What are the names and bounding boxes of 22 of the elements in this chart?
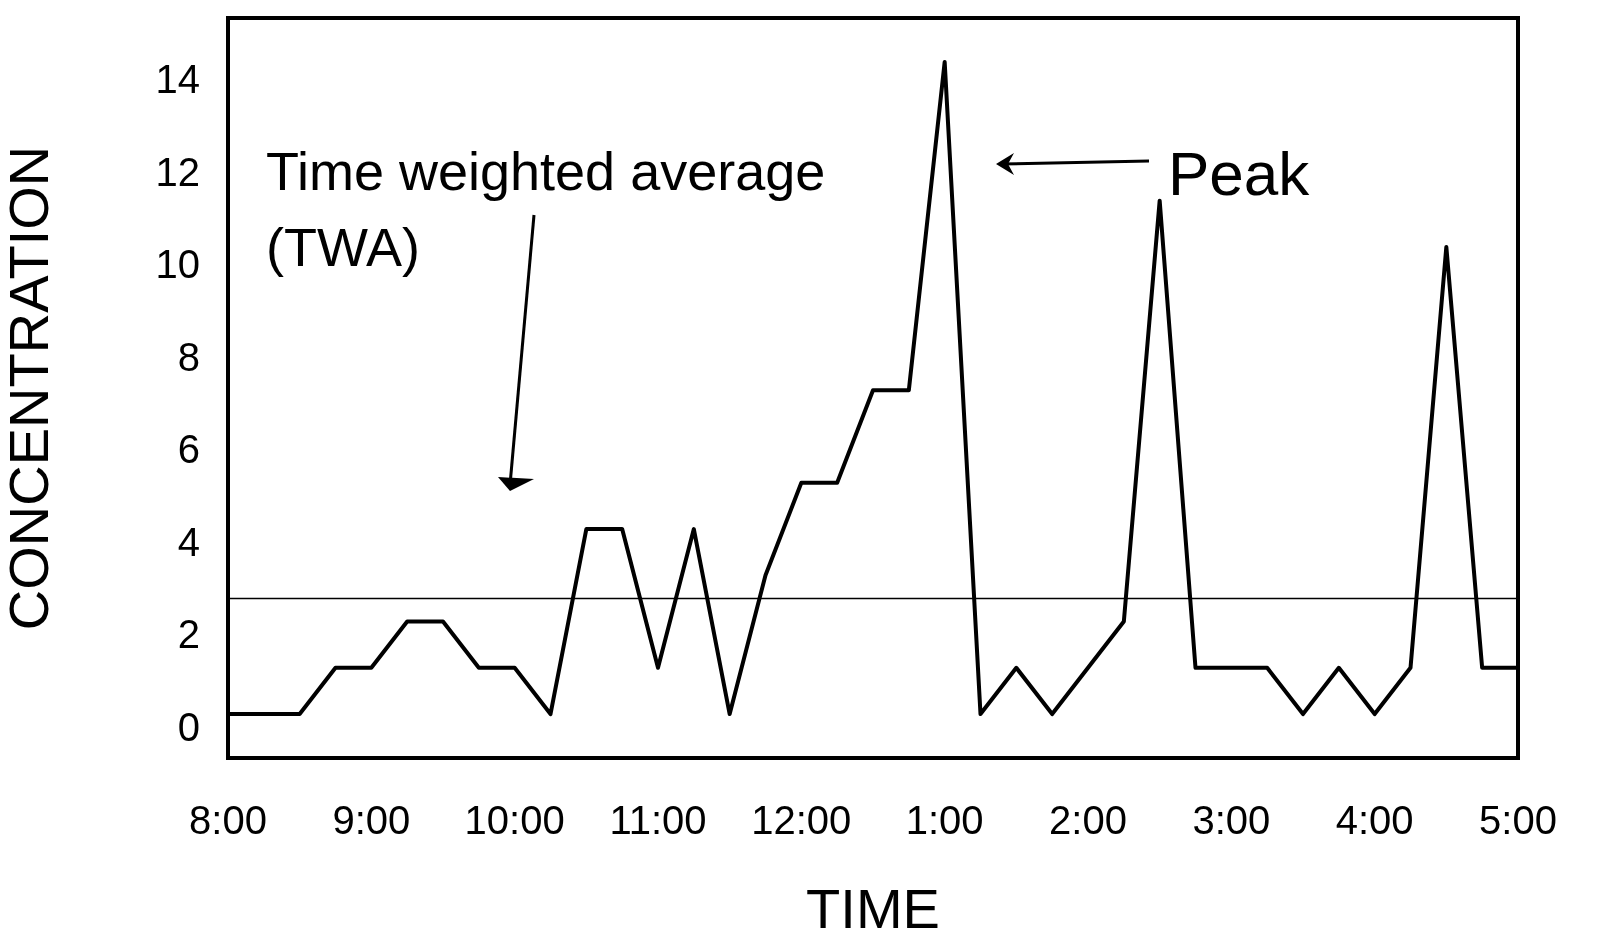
x-tick-label: 4:00	[1335, 798, 1414, 843]
y-axis-title: CONCENTRATION	[0, 145, 60, 631]
x-tick-label: 9:00	[332, 798, 411, 843]
x-tick-label: 8:00	[189, 798, 267, 843]
y-tick-label: 12	[155, 149, 200, 194]
x-tick-label: 2:00	[1049, 798, 1127, 843]
x-axis-title: TIME	[806, 877, 940, 940]
annotation: Time weighted average (TWA)	[266, 140, 826, 279]
x-tick-label: 1:00	[905, 798, 984, 843]
x-tick-label: 12:00	[751, 798, 852, 843]
y-tick-label: 14	[155, 57, 200, 102]
annotation: Peak	[1168, 138, 1310, 209]
x-tick-label: 10:00	[464, 798, 565, 843]
x-tick-label: 5:00	[1479, 798, 1557, 843]
x-tick-label: 11:00	[609, 798, 707, 843]
y-tick-label: 8	[177, 334, 200, 379]
y-tick-label: 4	[177, 519, 200, 564]
y-tick-label: 0	[177, 704, 200, 749]
x-tick-label: 3:00	[1192, 798, 1271, 843]
y-tick-label: 6	[177, 427, 200, 472]
y-tick-label: 10	[155, 242, 200, 287]
y-tick-label: 2	[177, 612, 200, 657]
